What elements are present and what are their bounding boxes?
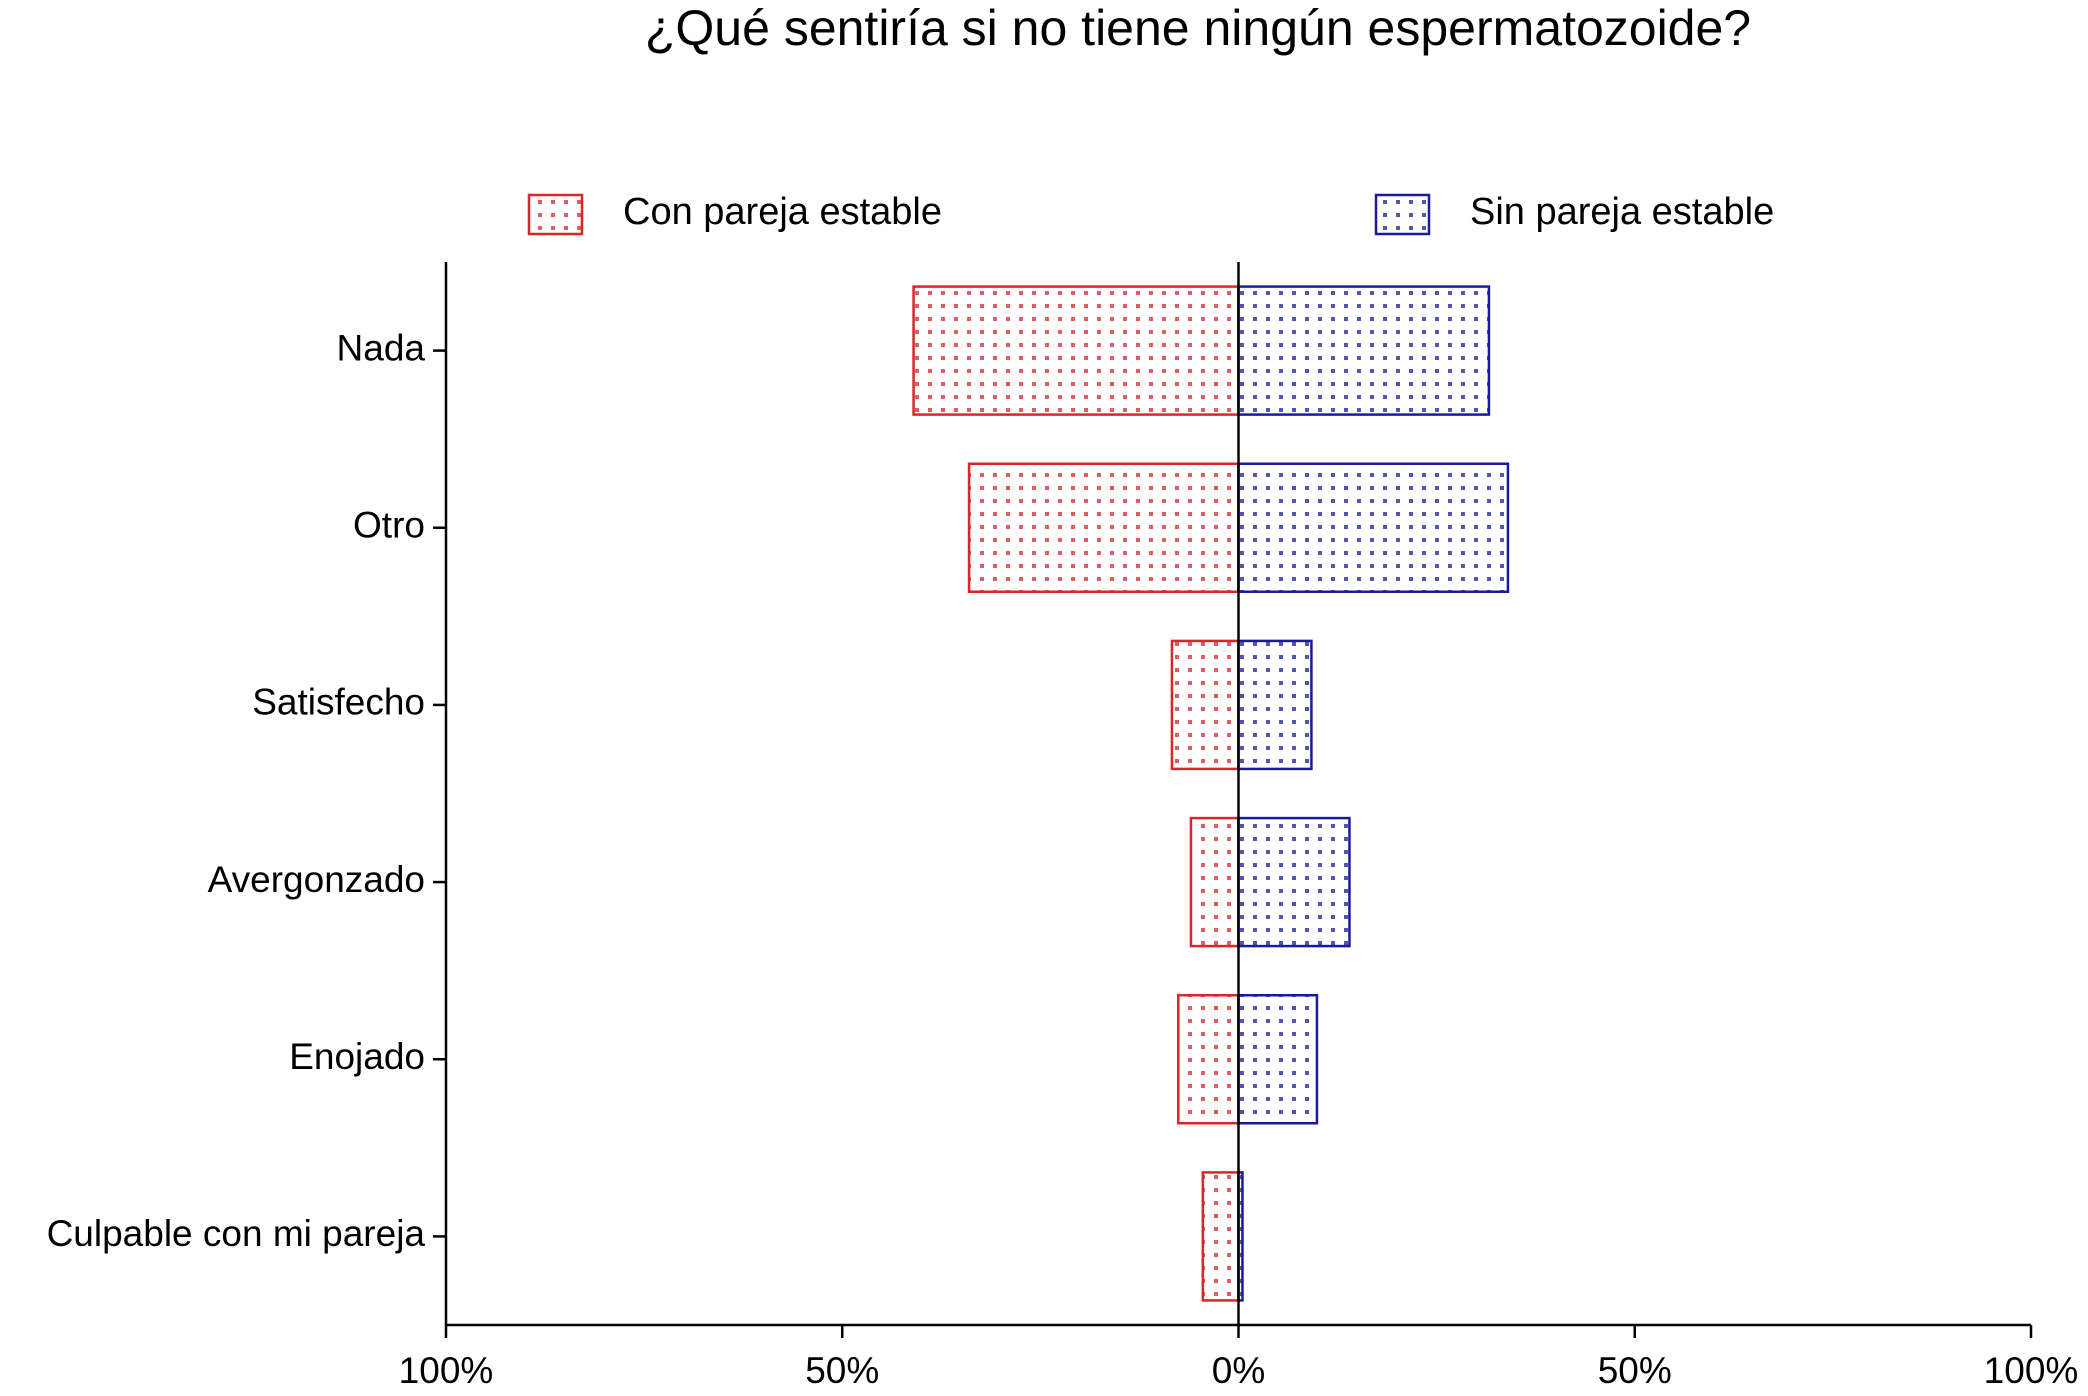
- chart-title: ¿Qué sentiría si no tiene ningún esperma…: [645, 0, 1751, 56]
- x-tick-label: 50%: [805, 1350, 879, 1391]
- bar: [1237, 462, 1510, 593]
- y-tick-label: Otro: [353, 505, 425, 546]
- bar: [1237, 816, 1351, 948]
- x-tick-label: 0%: [1212, 1350, 1265, 1391]
- x-tick-label: 100%: [1984, 1350, 2079, 1391]
- bar: [1237, 639, 1313, 771]
- legend-swatch: [1374, 193, 1431, 236]
- y-tick-label: Culpable con mi pareja: [47, 1213, 426, 1254]
- bar: [1189, 816, 1240, 948]
- legend-label: Sin pareja estable: [1470, 191, 1774, 233]
- x-tick-label: 100%: [399, 1350, 494, 1391]
- x-tick-label: 50%: [1598, 1350, 1672, 1391]
- legend-label: Con pareja estable: [623, 191, 942, 233]
- legend-swatch: [527, 193, 584, 236]
- bar: [1170, 639, 1240, 771]
- bar: [1237, 285, 1491, 416]
- bar: [1201, 1171, 1240, 1302]
- bar: [967, 462, 1240, 593]
- bar: [1177, 994, 1240, 1125]
- y-tick-label: Enojado: [289, 1036, 425, 1077]
- bar: [1237, 994, 1319, 1125]
- y-tick-label: Avergonzado: [208, 859, 425, 900]
- y-tick-label: Satisfecho: [252, 682, 425, 723]
- y-tick-label: Nada: [337, 327, 426, 368]
- bar: [912, 285, 1240, 416]
